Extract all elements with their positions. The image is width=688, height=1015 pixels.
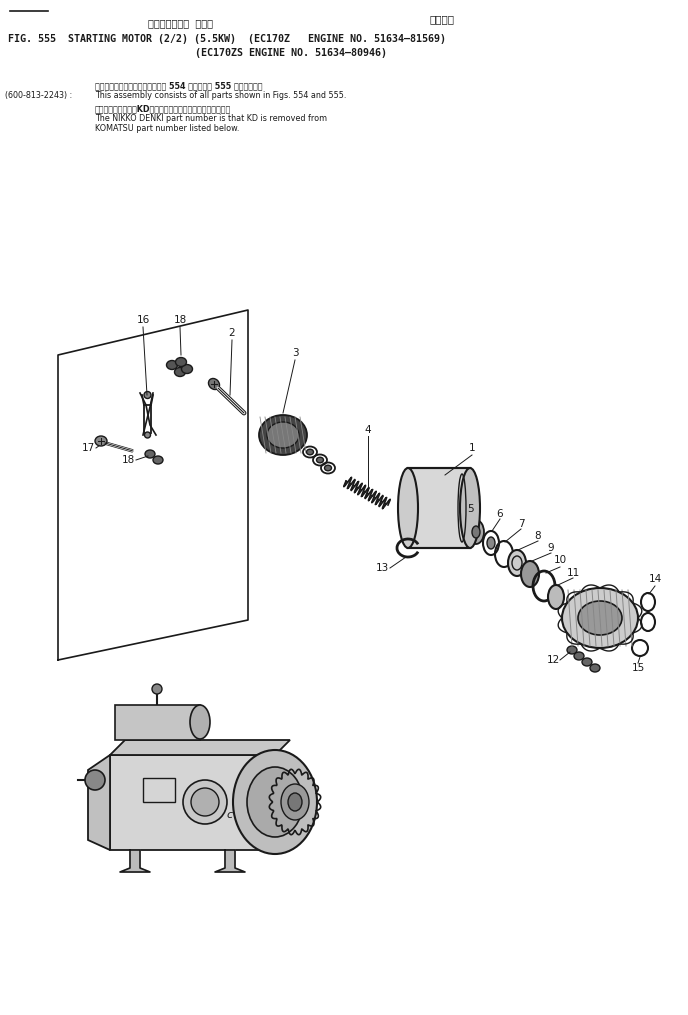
Ellipse shape xyxy=(582,658,592,666)
Polygon shape xyxy=(115,705,200,740)
Polygon shape xyxy=(215,850,245,872)
Text: 5: 5 xyxy=(468,504,474,514)
Ellipse shape xyxy=(144,392,151,399)
Ellipse shape xyxy=(144,432,151,438)
Text: 4: 4 xyxy=(365,425,372,435)
Ellipse shape xyxy=(468,520,484,544)
Text: 18: 18 xyxy=(173,315,186,325)
Text: スターティング  モータ: スターティング モータ xyxy=(148,18,213,28)
Ellipse shape xyxy=(183,780,227,824)
Text: 18: 18 xyxy=(121,455,135,465)
Ellipse shape xyxy=(247,767,303,837)
Text: 9: 9 xyxy=(548,543,555,553)
Ellipse shape xyxy=(460,468,480,548)
Ellipse shape xyxy=(562,588,638,648)
Ellipse shape xyxy=(182,364,193,374)
Ellipse shape xyxy=(190,705,210,739)
Text: (600-813-2243) :: (600-813-2243) : xyxy=(5,91,72,100)
Polygon shape xyxy=(110,740,290,755)
Ellipse shape xyxy=(281,784,309,820)
Ellipse shape xyxy=(153,456,163,464)
Text: 6: 6 xyxy=(497,509,504,519)
Ellipse shape xyxy=(325,465,332,471)
Text: 1: 1 xyxy=(469,443,475,453)
Ellipse shape xyxy=(487,537,495,549)
Text: FIG. 555  STARTING MOTOR (2/2) (5.5KW)  (EC170Z   ENGINE NO. 51634–81569): FIG. 555 STARTING MOTOR (2/2) (5.5KW) (E… xyxy=(8,33,446,44)
Ellipse shape xyxy=(578,601,622,635)
Text: 8: 8 xyxy=(535,531,541,541)
Ellipse shape xyxy=(398,468,418,548)
Ellipse shape xyxy=(191,788,219,816)
Text: 10: 10 xyxy=(553,555,566,565)
Text: 17: 17 xyxy=(81,443,95,453)
Ellipse shape xyxy=(259,415,307,455)
Text: 7: 7 xyxy=(517,519,524,529)
Ellipse shape xyxy=(548,585,564,609)
Text: This assembly consists of all parts shown in Figs. 554 and 555.: This assembly consists of all parts show… xyxy=(95,91,346,100)
Text: 13: 13 xyxy=(376,563,389,573)
Text: 16: 16 xyxy=(136,315,149,325)
Ellipse shape xyxy=(175,357,186,366)
Text: 適用号機: 適用号機 xyxy=(430,14,455,24)
Polygon shape xyxy=(88,755,110,850)
Text: KOMATSU part number listed below.: KOMATSU part number listed below. xyxy=(95,124,239,133)
Text: 11: 11 xyxy=(566,568,579,578)
Bar xyxy=(143,779,175,802)
Ellipse shape xyxy=(166,360,178,369)
Text: このアッセンブリの構成部品は第 554 図および第 555 図を見ます。: このアッセンブリの構成部品は第 554 図および第 555 図を見ます。 xyxy=(95,81,263,90)
Ellipse shape xyxy=(316,457,323,463)
Polygon shape xyxy=(110,755,275,850)
Ellipse shape xyxy=(208,379,219,390)
Ellipse shape xyxy=(288,793,302,811)
Text: 品番のメーカー記号KDを除いたものが日賭電機の品番です。: 品番のメーカー記号KDを除いたものが日賭電機の品番です。 xyxy=(95,104,231,113)
Text: 12: 12 xyxy=(546,655,559,665)
Ellipse shape xyxy=(145,450,155,458)
Ellipse shape xyxy=(567,646,577,654)
Text: 15: 15 xyxy=(632,663,645,673)
Ellipse shape xyxy=(508,550,526,576)
Text: The NIKKO DENKI part number is that KD is removed from: The NIKKO DENKI part number is that KD i… xyxy=(95,114,327,123)
Ellipse shape xyxy=(472,526,480,538)
Text: (EC170ZS ENGINE NO. 51634–80946): (EC170ZS ENGINE NO. 51634–80946) xyxy=(195,48,387,58)
Ellipse shape xyxy=(233,750,317,854)
Ellipse shape xyxy=(152,684,162,694)
Ellipse shape xyxy=(574,652,584,660)
Text: 3: 3 xyxy=(292,348,299,358)
Ellipse shape xyxy=(267,422,299,448)
Text: 2: 2 xyxy=(228,328,235,338)
Ellipse shape xyxy=(590,664,600,672)
Ellipse shape xyxy=(175,367,186,377)
Ellipse shape xyxy=(85,770,105,790)
Ellipse shape xyxy=(306,450,314,455)
Text: 14: 14 xyxy=(648,574,662,584)
Ellipse shape xyxy=(95,436,107,446)
Bar xyxy=(408,468,470,548)
Polygon shape xyxy=(120,850,150,872)
Text: c: c xyxy=(227,810,233,820)
Ellipse shape xyxy=(521,561,539,587)
